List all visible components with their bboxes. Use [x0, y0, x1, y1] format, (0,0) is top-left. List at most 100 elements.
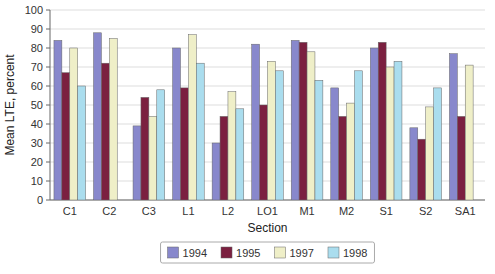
- y-tick: [46, 105, 50, 106]
- bar: [101, 63, 109, 200]
- bar: [355, 71, 363, 200]
- y-tick: [46, 29, 50, 30]
- bar: [370, 48, 378, 200]
- bar: [386, 67, 394, 200]
- y-tick: [46, 48, 50, 49]
- chart-container: 0102030405060708090100C1C2C3L1L2LO1M1M2S…: [0, 0, 495, 274]
- bar: [434, 88, 442, 200]
- y-axis-line: [50, 10, 51, 200]
- x-tick-label: S1: [379, 205, 392, 217]
- x-tick-label: L1: [182, 205, 194, 217]
- y-tick-label: 50: [31, 99, 43, 111]
- bar: [149, 116, 157, 200]
- bar: [473, 200, 481, 201]
- x-tick-label: M1: [299, 205, 314, 217]
- x-tick-label: S2: [419, 205, 432, 217]
- legend: 1994 1995 1997 1998: [161, 242, 375, 263]
- bar: [378, 42, 386, 200]
- bar: [228, 92, 236, 200]
- y-tick-label: 10: [31, 175, 43, 187]
- y-tick: [46, 67, 50, 68]
- legend-item: 1997: [275, 247, 314, 259]
- y-tick-label: 60: [31, 80, 43, 92]
- grid-line: [50, 29, 485, 30]
- bar: [141, 97, 149, 200]
- y-tick-label: 70: [31, 61, 43, 73]
- legend-label: 1994: [183, 247, 207, 259]
- y-tick: [46, 143, 50, 144]
- bar: [181, 88, 189, 200]
- bar: [394, 61, 402, 200]
- bar: [331, 88, 339, 200]
- y-tick: [46, 181, 50, 182]
- x-tick-label: C1: [63, 205, 77, 217]
- bar: [94, 33, 102, 200]
- bar: [157, 90, 165, 200]
- bar: [410, 128, 418, 200]
- legend-item: 1998: [328, 247, 367, 259]
- bar: [54, 40, 62, 200]
- y-axis-title: Mean LTE, percent: [3, 54, 17, 156]
- bar: [220, 116, 228, 200]
- y-tick-label: 80: [31, 42, 43, 54]
- bar: [418, 139, 426, 200]
- bar: [252, 44, 260, 200]
- y-tick: [46, 200, 50, 201]
- bar: [62, 73, 70, 200]
- y-tick: [46, 10, 50, 11]
- bar: [339, 116, 347, 200]
- bar: [78, 86, 86, 200]
- bar: [465, 65, 473, 200]
- bar: [260, 105, 268, 200]
- x-tick-label: SA1: [455, 205, 476, 217]
- x-axis-title: Section: [247, 221, 287, 235]
- bar: [299, 42, 307, 200]
- y-tick-label: 90: [31, 23, 43, 35]
- legend-label: 1995: [236, 247, 260, 259]
- x-tick-label: LO1: [257, 205, 278, 217]
- bar: [291, 40, 299, 200]
- bar: [315, 80, 323, 200]
- legend-item: 1994: [168, 247, 207, 259]
- x-tick-label: M2: [339, 205, 354, 217]
- bar: [196, 63, 204, 200]
- axes: 0102030405060708090100C1C2C3L1L2LO1M1M2S…: [25, 4, 485, 217]
- bars: [54, 33, 473, 200]
- y-tick-label: 30: [31, 137, 43, 149]
- legend-frame: [161, 242, 375, 263]
- y-tick-label: 20: [31, 156, 43, 168]
- legend-label: 1997: [290, 247, 314, 259]
- y-tick: [46, 162, 50, 163]
- legend-label: 1998: [343, 247, 367, 259]
- y-tick: [46, 86, 50, 87]
- y-tick: [46, 124, 50, 125]
- bar: [212, 143, 220, 200]
- legend-swatch: [168, 247, 179, 258]
- x-tick-label: C2: [102, 205, 116, 217]
- bar: [275, 71, 283, 200]
- grid-line: [50, 10, 485, 11]
- bar: [426, 107, 434, 200]
- bar: [70, 48, 78, 200]
- bar: [457, 116, 465, 200]
- bar: [133, 126, 141, 200]
- x-tick-label: L2: [222, 205, 234, 217]
- grid: [50, 10, 485, 200]
- bar: [188, 35, 196, 200]
- bar: [236, 109, 244, 200]
- bar: [117, 200, 125, 201]
- bar: [173, 48, 181, 200]
- bar: [307, 52, 315, 200]
- bar: [109, 39, 117, 201]
- legend-swatch: [221, 247, 232, 258]
- legend-swatch: [275, 247, 286, 258]
- legend-swatch: [328, 247, 339, 258]
- bar: [268, 61, 276, 200]
- y-tick-label: 100: [25, 4, 43, 16]
- legend-item: 1995: [221, 247, 260, 259]
- chart-svg: 0102030405060708090100C1C2C3L1L2LO1M1M2S…: [0, 0, 495, 274]
- bar: [347, 103, 355, 200]
- y-tick-label: 0: [37, 194, 43, 206]
- bar: [449, 54, 457, 200]
- y-tick-label: 40: [31, 118, 43, 130]
